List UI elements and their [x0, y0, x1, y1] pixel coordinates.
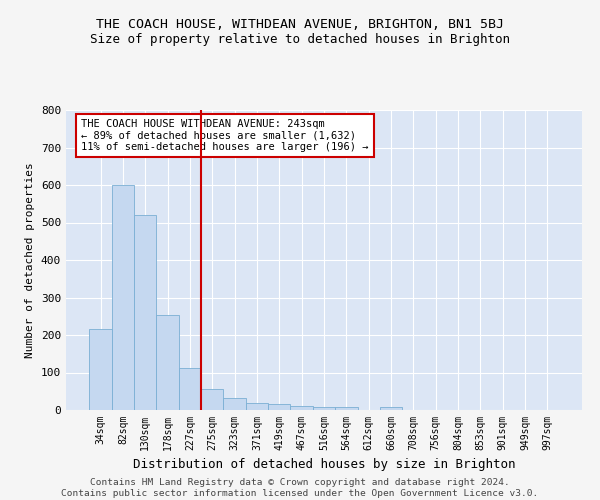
Bar — [223, 398, 246, 410]
Bar — [112, 185, 134, 410]
X-axis label: Distribution of detached houses by size in Brighton: Distribution of detached houses by size … — [133, 458, 515, 471]
Bar — [268, 404, 290, 410]
Bar — [335, 407, 358, 410]
Bar — [201, 390, 223, 410]
Y-axis label: Number of detached properties: Number of detached properties — [25, 162, 35, 358]
Bar — [290, 406, 313, 410]
Text: THE COACH HOUSE, WITHDEAN AVENUE, BRIGHTON, BN1 5BJ: THE COACH HOUSE, WITHDEAN AVENUE, BRIGHT… — [96, 18, 504, 30]
Bar — [246, 403, 268, 410]
Bar — [179, 368, 201, 410]
Bar — [380, 408, 402, 410]
Bar — [313, 408, 335, 410]
Text: THE COACH HOUSE WITHDEAN AVENUE: 243sqm
← 89% of detached houses are smaller (1,: THE COACH HOUSE WITHDEAN AVENUE: 243sqm … — [82, 119, 369, 152]
Bar — [89, 330, 112, 410]
Text: Size of property relative to detached houses in Brighton: Size of property relative to detached ho… — [90, 32, 510, 46]
Bar — [134, 215, 157, 410]
Bar — [157, 315, 179, 410]
Text: Contains HM Land Registry data © Crown copyright and database right 2024.
Contai: Contains HM Land Registry data © Crown c… — [61, 478, 539, 498]
